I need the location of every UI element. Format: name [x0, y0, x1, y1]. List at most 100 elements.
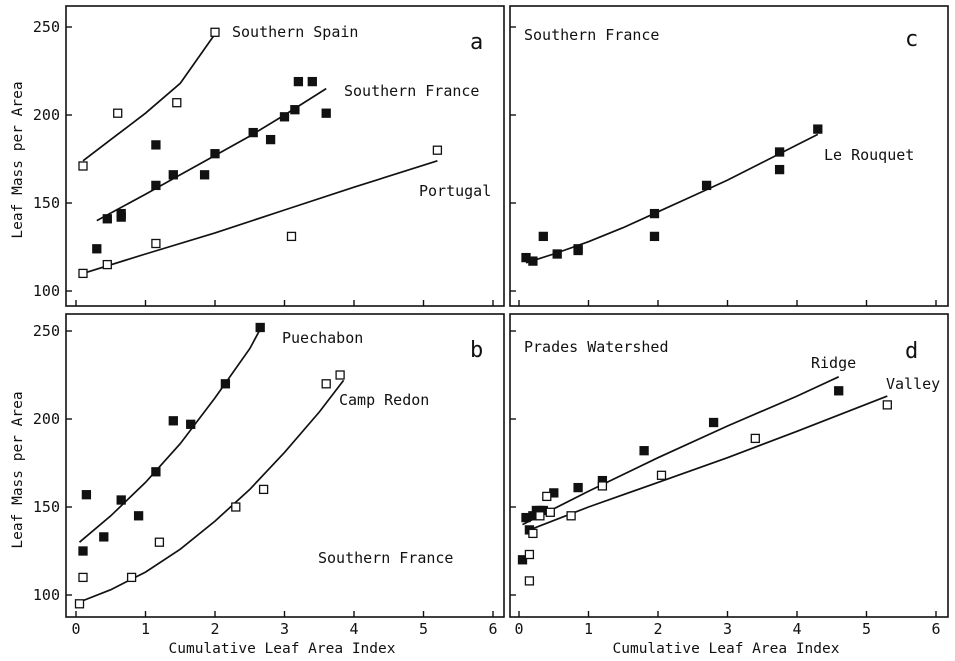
panel-b: 0 1 2 3 4 5 6 100 150 200 250 Puechabon Camp Redon… [33, 313, 505, 638]
point-b-puechabon-6 [168, 416, 178, 426]
point-a-southern-france-5 [151, 140, 161, 150]
x-axis-title-right: Cumulative Leaf Area Index [613, 641, 840, 657]
point-a-southern-france-12 [290, 105, 300, 115]
panel-a-marks: 100 150 200 250 [33, 18, 494, 306]
annotation-valley: Valley [886, 375, 940, 393]
point-c-le-rouquet-8 [701, 180, 712, 191]
fit-line-a-portugal [82, 159, 438, 275]
point-b-puechabon-5 [151, 467, 161, 477]
y-axis-title-bottom: Leaf Mass per Area [10, 391, 26, 548]
fit-line-b-puechabon [78, 328, 261, 543]
x-tick-label-d-2: 2 [653, 620, 662, 638]
panel-letter-b: b [470, 338, 483, 363]
point-a-southern-france-15 [321, 108, 331, 118]
x-tick-label-d-4: 4 [792, 620, 801, 638]
point-d-valley-8 [656, 470, 667, 480]
point-a-southern-france-1 [102, 214, 112, 224]
y-tick-label-b-150: 150 [33, 498, 60, 516]
point-b-camp-redon-0 [74, 599, 85, 609]
x-tick-label-d-0: 0 [514, 620, 523, 638]
point-d-valley-2 [528, 528, 538, 539]
point-a-southern-france-4 [151, 180, 161, 191]
annotation-camp-redon: Camp Redon [339, 391, 429, 409]
x-tick-label-b-3: 3 [280, 620, 289, 638]
x-tick-label-d-5: 5 [862, 620, 871, 638]
x-tick-label-d-1: 1 [584, 620, 593, 638]
panel-letter-d: d [905, 339, 918, 364]
annotation-portugal: Portugal [419, 182, 491, 200]
point-b-puechabon-1 [81, 490, 92, 500]
point-a-southern-france-10 [265, 134, 276, 145]
point-a-southern-france-6 [168, 170, 178, 180]
point-b-puechabon-0 [78, 546, 88, 556]
y-tick-label-a-250: 250 [33, 18, 60, 36]
point-c-le-rouquet-9 [774, 147, 785, 157]
point-c-le-rouquet-6 [649, 208, 660, 219]
point-d-valley-6 [566, 511, 576, 521]
point-a-southern-france-3 [116, 208, 126, 219]
point-d-valley-5 [545, 507, 555, 517]
point-b-camp-redon-4 [231, 502, 241, 512]
panel-a: 100 150 200 250 Southern Spain Southern Fra… [33, 5, 505, 307]
panel-letter-a: a [470, 30, 483, 55]
point-a-portugal-4 [432, 145, 443, 155]
point-d-valley-3 [535, 511, 545, 521]
panel-b-marks: 0 1 2 3 4 5 6 100 150 200 250 [33, 322, 498, 638]
point-c-le-rouquet-2 [538, 231, 548, 242]
point-b-puechabon-4 [133, 511, 144, 521]
point-d-valley-1 [524, 549, 535, 560]
point-d-valley-0 [524, 576, 535, 586]
panel-a-frame [65, 5, 505, 307]
annotation-southern-france-b: Southern France [318, 549, 453, 567]
x-tick-label-b-0: 0 [71, 620, 80, 638]
x-tick-label-b-1: 1 [141, 620, 150, 638]
panel-d-frame [509, 313, 949, 618]
y-tick-label-a-100: 100 [33, 282, 60, 300]
x-axis-title-left: Cumulative Leaf Area Index [169, 641, 396, 657]
point-b-camp-redon-5 [258, 484, 269, 495]
y-tick-label-b-200: 200 [33, 410, 60, 428]
point-a-southern-spain-1 [113, 108, 123, 118]
panel-c: Southern France Le Rouquet c [509, 5, 949, 307]
y-tick-label-a-150: 150 [33, 194, 60, 212]
y-axis-title-top: Leaf Mass per Area [10, 81, 26, 238]
point-d-ridge-8 [573, 482, 583, 493]
fit-line-d-valley [529, 395, 888, 531]
panel-d: 0 1 2 3 4 5 6 Prades Watershed Ridge Valley d [509, 313, 949, 638]
point-b-camp-redon-6 [321, 379, 331, 389]
point-a-southern-france-8 [210, 149, 220, 159]
y-tick-label-b-100: 100 [33, 586, 60, 604]
panel-c-marks [510, 26, 937, 306]
point-d-ridge-12 [834, 386, 844, 396]
annotation-southern-france-c: Southern France [524, 26, 659, 44]
point-c-le-rouquet-11 [813, 124, 823, 134]
point-d-valley-10 [882, 400, 892, 410]
point-a-southern-spain-3 [210, 27, 220, 37]
point-d-ridge-10 [639, 446, 649, 456]
annotation-southern-france: Southern France [344, 82, 479, 100]
point-b-puechabon-8 [220, 379, 231, 389]
point-c-le-rouquet-1 [528, 256, 538, 266]
annotation-ridge: Ridge [811, 354, 856, 372]
point-c-le-rouquet-10 [774, 164, 785, 175]
point-b-camp-redon-7 [335, 370, 345, 380]
fit-line-c-le-rouquet [525, 133, 819, 264]
x-tick-label-d-3: 3 [723, 620, 732, 638]
annotation-southern-spain: Southern Spain [232, 23, 358, 41]
point-a-southern-france-7 [199, 170, 210, 180]
point-a-southern-france-9 [248, 127, 258, 138]
annotation-puechabon: Puechabon [282, 329, 363, 347]
point-a-southern-france-14 [307, 76, 317, 87]
point-b-puechabon-7 [186, 419, 196, 429]
point-a-portugal-2 [151, 238, 161, 249]
point-a-southern-france-0 [92, 244, 102, 254]
panel-b-frame [65, 313, 505, 618]
point-b-camp-redon-2 [126, 572, 137, 583]
x-tick-label-b-2: 2 [210, 620, 219, 638]
x-tick-label-b-4: 4 [349, 620, 358, 638]
point-a-portugal-3 [286, 231, 297, 242]
annotation-prades-watershed: Prades Watershed [524, 338, 669, 356]
x-tick-label-d-6: 6 [931, 620, 940, 638]
point-c-le-rouquet-7 [649, 231, 660, 242]
